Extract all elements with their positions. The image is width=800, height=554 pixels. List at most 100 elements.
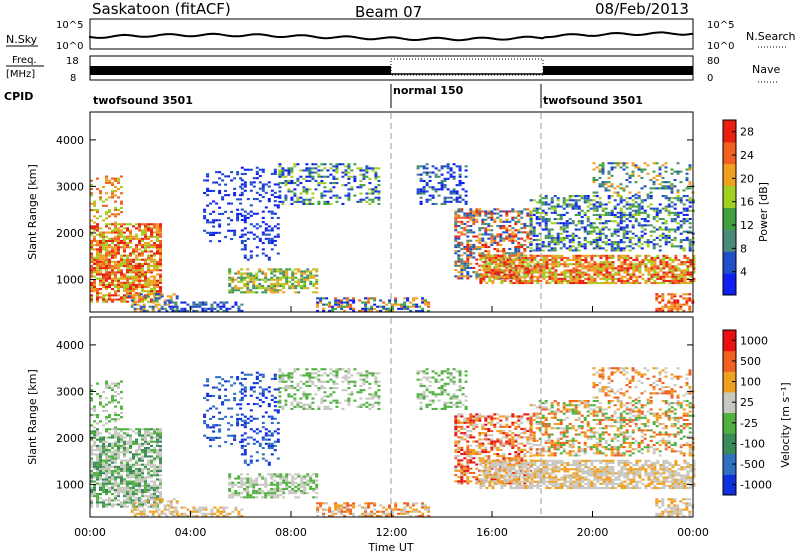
power-cell [584,282,588,285]
power-cell [607,228,611,231]
velocity-cell [93,442,96,445]
power-cell [315,282,319,285]
power-cell [604,211,608,214]
power-cell [640,211,644,214]
velocity-cell [144,463,147,466]
power-cell [626,269,630,272]
power-cell [96,256,99,259]
velocity-cell [240,492,244,495]
velocity-cell [96,430,99,433]
power-cell [255,191,259,194]
power-cell [239,194,243,197]
power-cell [457,277,461,280]
power-cell [484,241,488,244]
power-cell [604,226,608,229]
velocity-cell [144,438,147,441]
power-cell [685,168,689,171]
power-cell [458,182,462,185]
power-cell [261,170,265,173]
power-cell [613,220,617,223]
power-cell [126,227,129,230]
velocity-cell [141,451,144,454]
power-cell [105,217,108,220]
power-cell [290,190,294,193]
power-cell [580,226,584,229]
power-cell [349,299,353,302]
velocity-cell [130,508,134,511]
power-cell [625,162,629,165]
power-cell [102,237,105,240]
power-cell [249,168,253,171]
power-cell [458,169,462,172]
velocity-cell [105,491,108,494]
power-cell [623,279,627,282]
power-cell [99,292,102,295]
power-cell [664,305,668,308]
power-cell [478,239,482,242]
power-cell [538,199,542,202]
power-cell [512,254,516,257]
power-cell [102,283,105,286]
power-cell [629,265,633,268]
power-cell [586,232,590,235]
power-cell [443,184,447,187]
power-cell [117,294,120,297]
power-cell [554,271,558,274]
power-cell [463,262,467,265]
velocity-cell [153,474,156,477]
power-cell [169,295,173,298]
power-cell [159,248,162,251]
power-cell [545,271,549,274]
power-cell [171,305,175,308]
power-cell [144,283,147,286]
velocity-cell [156,430,159,433]
power-cell [105,242,108,245]
power-cell [138,269,141,272]
power-cell [284,194,288,197]
power-cell [180,301,184,304]
velocity-cell [111,457,114,460]
power-cell [99,233,102,236]
power-cell [93,229,96,232]
velocity-cell [108,501,111,504]
power-cell [521,267,525,270]
power-cell [132,277,135,280]
power-cell [141,269,144,272]
power-cell [437,175,441,178]
power-cell [353,175,357,178]
power-cell [234,272,238,275]
power-cell [258,193,262,196]
power-cell [559,228,563,231]
power-cell [682,230,686,233]
power-cell [677,267,681,270]
power-cell [574,203,578,206]
velocity-cell [270,481,274,484]
power-cell [219,305,223,308]
power-cell [105,244,108,247]
power-cell [276,216,280,219]
power-cell [123,283,126,286]
power-cell [276,223,280,226]
power-cell [638,263,642,266]
power-cell [437,188,441,191]
velocity-cell [105,384,108,387]
velocity-cell [156,470,159,473]
power-cell [273,291,277,294]
power-cell [159,294,162,297]
power-cell [464,190,468,193]
velocity-cell [156,484,159,487]
nave-tick-bottom: 0 [707,73,713,84]
power-cell [664,236,668,239]
power-cell [252,274,256,277]
power-cell [593,273,597,276]
power-cell [491,282,495,285]
power-cell [102,296,105,299]
power-cell [638,267,642,270]
power-cell [142,309,146,312]
power-cell [554,269,558,272]
power-cell [610,241,614,244]
power-cell [563,261,567,264]
power-cell [114,190,117,193]
power-cell [323,194,327,197]
velocity-cell [96,416,99,419]
